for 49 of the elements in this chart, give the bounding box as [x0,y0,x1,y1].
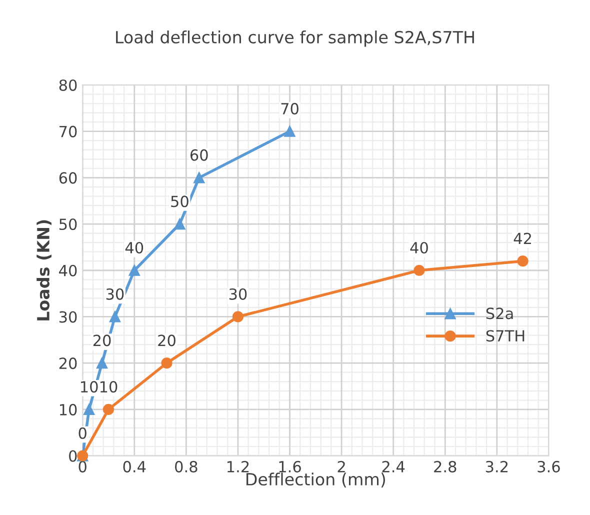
point [102,404,114,415]
data-label: 70 [281,102,298,114]
point [232,311,244,322]
point [284,126,296,137]
y-axis-title: Loads (KN) [36,220,52,320]
x-tick-label: 2.4 [382,460,405,472]
y-tick-label: 30 [59,311,77,323]
point [517,256,528,267]
y-tick-label: 0 [69,450,77,462]
y-tick-label: 60 [59,172,77,184]
data-label: 30 [106,288,124,300]
data-label: 42 [514,232,531,244]
y-tick-label: 40 [59,264,77,276]
x-tick-label: 1.2 [227,460,249,472]
x-tick-label: 0.4 [123,460,146,472]
data-label: 20 [93,334,111,346]
point [161,358,172,369]
x-tick-label: 3.6 [538,460,560,472]
point [194,172,205,184]
data-label: 50 [171,196,188,208]
data-label: 10 [100,381,118,393]
point [174,218,186,230]
x-tick-label: 2.8 [434,460,456,472]
x-tick-label: 2 [338,460,345,472]
chart-title: Load deflection curve for sample S2A,S7TH [116,30,474,47]
y-tick-label: 70 [60,126,77,138]
data-label: 40 [410,242,428,254]
x-tick-label: 1.6 [279,460,301,472]
point [414,264,425,276]
y-tick-label: 80 [59,79,77,91]
x-tick-label: 0 [78,460,86,472]
point [128,264,140,276]
point [96,358,108,369]
x-axis-title: Defflection (mm) [246,472,386,488]
y-tick-label: 50 [59,218,77,230]
data-label: 30 [229,288,247,300]
data-label: 20 [158,334,176,346]
point [109,311,121,322]
data-label: 0 [78,427,86,439]
data-label: 60 [190,149,208,161]
legend-label: S7TH [486,330,524,342]
y-tick-label: 20 [59,358,77,370]
x-tick-label: 0.8 [175,460,198,472]
y-tick-label: 10 [60,404,77,416]
x-tick-label: 3.2 [486,460,508,472]
legend-label: S2a [486,308,513,320]
data-label: 40 [125,242,144,254]
data-label: 10 [81,381,98,393]
point [84,404,95,415]
